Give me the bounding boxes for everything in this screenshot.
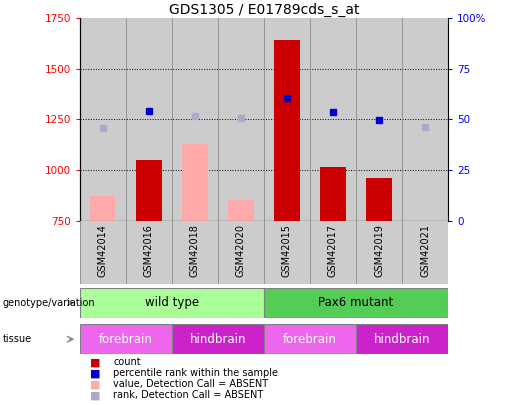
Text: GSM42019: GSM42019 xyxy=(374,224,384,277)
Bar xyxy=(126,221,172,284)
Bar xyxy=(264,221,310,284)
Bar xyxy=(402,221,448,284)
Bar xyxy=(172,18,218,221)
Bar xyxy=(320,167,346,221)
Text: forebrain: forebrain xyxy=(283,333,337,346)
Text: GSM42015: GSM42015 xyxy=(282,224,292,277)
Text: hindbrain: hindbrain xyxy=(374,333,430,346)
Bar xyxy=(366,178,392,221)
Title: GDS1305 / E01789cds_s_at: GDS1305 / E01789cds_s_at xyxy=(169,3,359,17)
Bar xyxy=(172,324,264,354)
Bar xyxy=(90,196,115,221)
Bar xyxy=(402,18,448,221)
Bar xyxy=(80,288,264,318)
Text: GSM42018: GSM42018 xyxy=(190,224,200,277)
Text: GSM42020: GSM42020 xyxy=(236,224,246,277)
Bar xyxy=(80,324,172,354)
Bar xyxy=(356,324,448,354)
Text: tissue: tissue xyxy=(3,334,32,344)
Bar xyxy=(126,18,172,221)
Text: ■: ■ xyxy=(90,358,100,367)
Bar xyxy=(172,221,218,284)
Text: genotype/variation: genotype/variation xyxy=(3,298,95,308)
Text: hindbrain: hindbrain xyxy=(190,333,246,346)
Text: wild type: wild type xyxy=(145,296,199,309)
Text: percentile rank within the sample: percentile rank within the sample xyxy=(113,369,278,378)
Bar xyxy=(264,324,356,354)
Bar xyxy=(80,221,126,284)
Bar xyxy=(228,200,253,221)
Text: rank, Detection Call = ABSENT: rank, Detection Call = ABSENT xyxy=(113,390,264,400)
Bar xyxy=(182,144,208,221)
Bar xyxy=(264,18,310,221)
Bar xyxy=(356,18,402,221)
Bar xyxy=(264,288,448,318)
Text: ■: ■ xyxy=(90,379,100,389)
Text: Pax6 mutant: Pax6 mutant xyxy=(318,296,393,309)
Text: GSM42017: GSM42017 xyxy=(328,224,338,277)
Text: count: count xyxy=(113,358,141,367)
Text: GSM42021: GSM42021 xyxy=(420,224,430,277)
Text: GSM42014: GSM42014 xyxy=(98,224,108,277)
Text: ■: ■ xyxy=(90,369,100,378)
Bar xyxy=(274,40,300,221)
Text: value, Detection Call = ABSENT: value, Detection Call = ABSENT xyxy=(113,379,268,389)
Bar xyxy=(80,18,126,221)
Bar xyxy=(218,18,264,221)
Bar xyxy=(310,18,356,221)
Bar xyxy=(218,221,264,284)
Bar xyxy=(356,221,402,284)
Bar xyxy=(136,160,162,221)
Text: GSM42016: GSM42016 xyxy=(144,224,154,277)
Text: ■: ■ xyxy=(90,390,100,400)
Text: forebrain: forebrain xyxy=(99,333,153,346)
Bar xyxy=(310,221,356,284)
